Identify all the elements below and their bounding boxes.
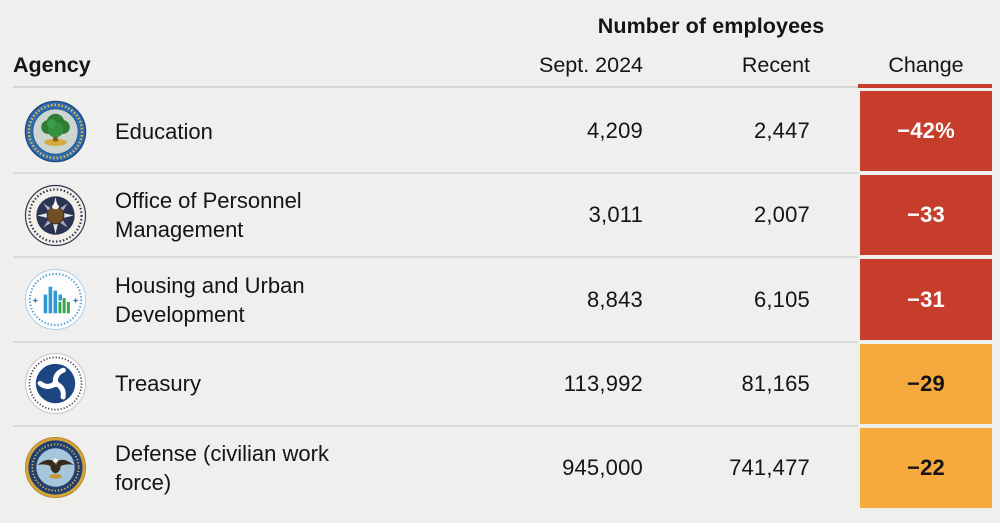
agency-name: Defense (civilian work force) bbox=[115, 440, 329, 495]
group-header-number-of-employees: Number of employees bbox=[597, 14, 825, 38]
change-value-badge: −29 bbox=[860, 343, 992, 424]
recent-value: 741,477 bbox=[729, 454, 810, 480]
sept-2024-value: 4,209 bbox=[586, 118, 643, 144]
column-header-agency: Agency bbox=[13, 53, 91, 77]
change-column-accent-bar bbox=[858, 84, 992, 88]
change-value-badge: −33 bbox=[860, 175, 992, 256]
change-value-badge: −31 bbox=[860, 259, 992, 340]
column-header-change: Change bbox=[888, 53, 964, 77]
recent-value: 2,007 bbox=[753, 202, 810, 228]
recent-value: 81,165 bbox=[741, 370, 810, 396]
table-row-education: Education 4,209 2,447 −42% bbox=[0, 89, 992, 175]
sept-2024-value: 3,011 bbox=[588, 202, 643, 228]
change-cell: −31 bbox=[860, 257, 992, 341]
change-cell: −22 bbox=[860, 426, 992, 510]
column-header-recent: Recent bbox=[741, 53, 810, 77]
table-row-hud: Housing and Urban Development 8,843 6,10… bbox=[0, 257, 992, 343]
sept-2024-value: 945,000 bbox=[562, 454, 643, 480]
table-header-group: Number of employees bbox=[0, 14, 992, 39]
defense-seal-icon bbox=[0, 436, 100, 499]
change-cell: −33 bbox=[860, 173, 992, 257]
agency-name: Education bbox=[115, 118, 213, 144]
agency-name: Housing and Urban Development bbox=[115, 272, 305, 327]
column-header-sept-2024: Sept. 2024 bbox=[538, 53, 643, 77]
column-header-row: Agency Sept. 2024 Recent Change bbox=[0, 53, 992, 78]
change-cell: −29 bbox=[860, 342, 992, 426]
agency-name: Treasury bbox=[115, 371, 201, 397]
sept-2024-value: 8,843 bbox=[586, 286, 643, 312]
change-cell: −42% bbox=[860, 89, 992, 173]
table-row-opm: Office of Personnel Management 3,011 2,0… bbox=[0, 173, 992, 259]
opm-seal-icon bbox=[0, 184, 100, 247]
transportation-seal-icon bbox=[0, 352, 100, 415]
sept-2024-value: 113,992 bbox=[563, 370, 643, 396]
change-value-badge: −22 bbox=[860, 427, 992, 509]
table-body: Education 4,209 2,447 −42% Office of Per… bbox=[0, 89, 1000, 510]
table-row-defense: Defense (civilian work force) 945,000 74… bbox=[0, 426, 992, 510]
recent-value: 6,105 bbox=[753, 286, 810, 312]
agency-name: Office of Personnel Management bbox=[115, 188, 302, 243]
education-seal-icon bbox=[0, 100, 100, 163]
recent-value: 2,447 bbox=[753, 118, 810, 144]
table-row-treasury: Treasury 113,992 81,165 −29 bbox=[0, 342, 992, 428]
change-value-badge: −42% bbox=[860, 91, 992, 172]
header-rule bbox=[13, 86, 992, 88]
hud-seal-icon bbox=[0, 268, 100, 331]
